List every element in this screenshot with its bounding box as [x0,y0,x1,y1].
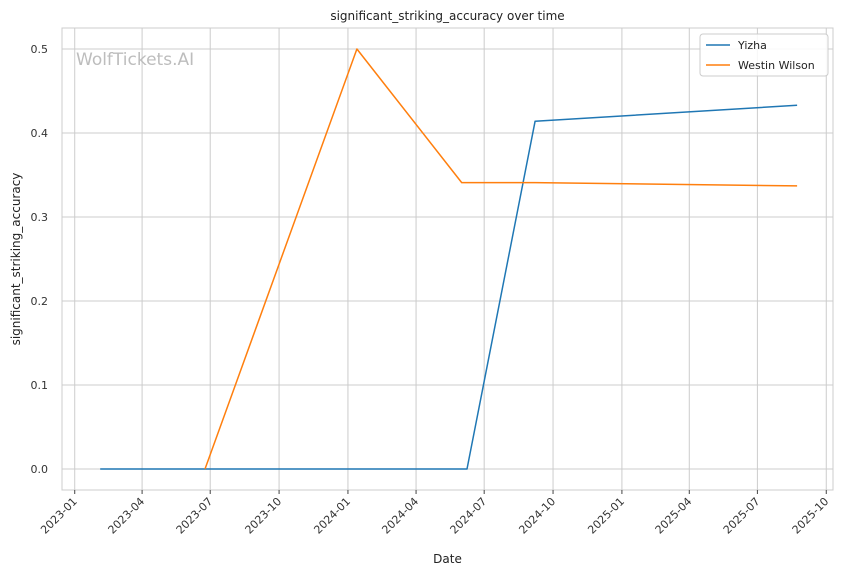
legend-box [699,33,829,77]
y-tick-label: 0.5 [31,43,49,56]
legend-label-yizha: Yizha [737,39,767,52]
x-axis-title: Date [433,552,462,566]
series-line-westin-wilson [204,48,798,470]
watermark-text: WolfTickets.AI [76,50,194,70]
legend: Yizha Westin Wilson [699,33,829,77]
y-tick-label: 0.2 [31,295,49,308]
y-tick-label: 0.3 [31,211,49,224]
y-tick-label: 0.4 [31,127,49,140]
legend-label-westin-wilson: Westin Wilson [738,59,815,72]
plot-area [61,27,834,491]
y-tick-label: 0.0 [31,463,49,476]
y-axis-title: significant_striking_accuracy [9,173,23,346]
chart-title: significant_striking_accuracy over time [330,9,564,23]
y-tick-label: 0.1 [31,379,49,392]
series-line-yizha [100,104,798,470]
series-lines [100,48,798,470]
